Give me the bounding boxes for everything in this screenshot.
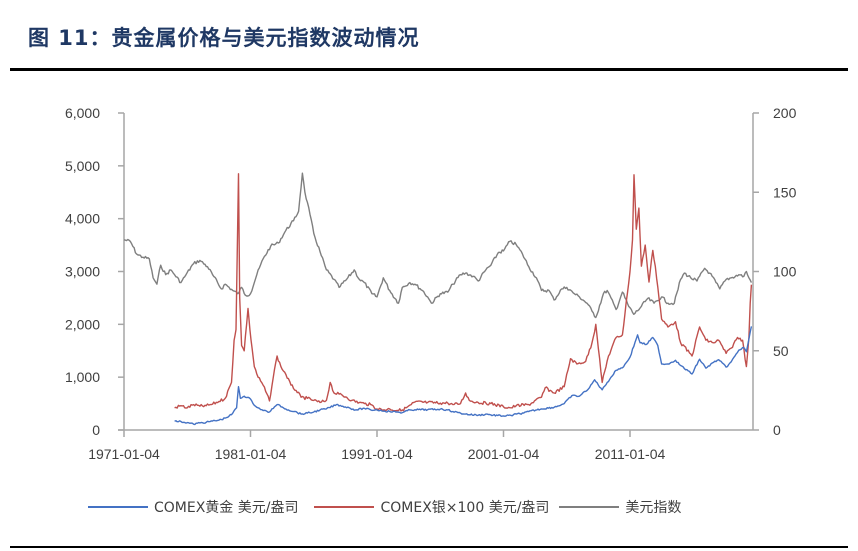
x-axis-tick-label: 2001-01-04 [468, 446, 540, 462]
legend-swatch-gold [88, 506, 148, 508]
legend-item-dxy: 美元指数 [559, 497, 681, 517]
left-axis-tick-label: 5,000 [65, 158, 100, 174]
x-axis-tick-label: 1971-01-04 [88, 446, 160, 462]
right-axis-tick-label: 100 [773, 264, 797, 280]
right-axis-tick-label: 200 [773, 105, 797, 121]
left-axis-tick-label: 1,000 [65, 369, 100, 385]
series-line-dollar-index [123, 172, 753, 319]
chart-axes: 0 1,000 2,000 3,000 4,000 5,000 6,000 0 50 100 150… [65, 105, 797, 462]
right-axis-tick-label: 0 [773, 422, 781, 438]
left-axis-tick-label: 4,000 [65, 211, 100, 227]
chart-series [123, 172, 753, 426]
right-axis-tick-label: 150 [773, 184, 797, 200]
figure-title: 图 11：贵金属价格与美元指数波动情况 [28, 26, 420, 50]
top-divider [10, 68, 848, 71]
left-axis-tick-label: 0 [92, 422, 100, 438]
legend-item-silver: COMEX银×100 美元/盎司 [314, 497, 549, 517]
legend-label-gold: COMEX黄金 美元/盎司 [154, 500, 299, 516]
left-axis-tick-label: 3,000 [65, 264, 100, 280]
x-axis-tick-label: 1981-01-04 [215, 446, 287, 462]
chart-legend: COMEX黄金 美元/盎司 COMEX银×100 美元/盎司 美元指数 [88, 497, 687, 517]
left-axis-tick-label: 2,000 [65, 316, 100, 332]
left-axis-tick-label: 6,000 [65, 105, 100, 121]
legend-label-silver: COMEX银×100 美元/盎司 [380, 500, 550, 516]
chart-plot: 0 1,000 2,000 3,000 4,000 5,000 6,000 0 50 100 150… [65, 105, 797, 462]
legend-item-gold: COMEX黄金 美元/盎司 [88, 497, 298, 517]
legend-swatch-silver [314, 506, 375, 508]
x-axis-tick-label: 2011-01-04 [595, 446, 666, 462]
series-line-gold [174, 326, 753, 426]
x-axis-tick-label: 1991-01-04 [341, 446, 413, 462]
right-axis-tick-label: 50 [773, 343, 789, 359]
legend-swatch-dxy [559, 506, 620, 508]
bottom-divider [10, 546, 848, 548]
legend-label-dxy: 美元指数 [625, 500, 682, 516]
series-line-silver [174, 173, 753, 412]
